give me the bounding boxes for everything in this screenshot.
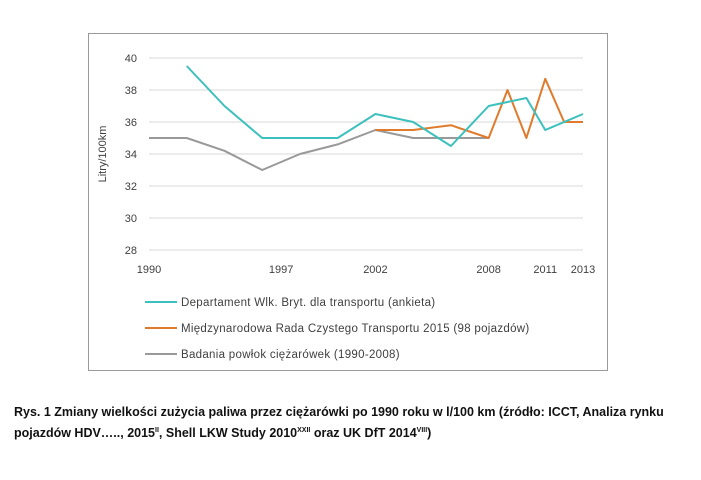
y-tick-label: 38 — [125, 85, 137, 97]
caption-text-4: ) — [427, 426, 432, 440]
y-tick-label: 34 — [125, 149, 137, 161]
caption-sup-2: XXII — [297, 427, 311, 434]
caption-sup-3: VIII — [416, 427, 428, 434]
y-tick-label: 28 — [125, 245, 137, 257]
legend-label: Departament Wlk. Bryt. dla transportu (a… — [181, 297, 435, 309]
y-tick-label: 40 — [125, 53, 137, 65]
y-tick-label: 30 — [125, 213, 137, 225]
y-axis-label: Litry/100km — [97, 126, 109, 183]
x-tick-label: 2002 — [363, 264, 387, 276]
x-tick-label: 2011 — [533, 264, 557, 276]
caption-text-2: , Shell LKW Study 2010 — [158, 426, 298, 440]
caption-text-1: Rys. 1 Zmiany wielkości zużycia paliwa p… — [14, 405, 664, 440]
chart-area: 28 30 32 34 36 38 40 1990 1997 2002 2008 2011 2013 Li… — [88, 33, 608, 371]
caption-text-3: oraz UK DfT 2014 — [310, 426, 417, 440]
series-line — [149, 129, 489, 171]
x-tick-label: 1990 — [137, 264, 161, 276]
line-chart: 28 30 32 34 36 38 40 1990 1997 2002 2008 2011 2013 Li… — [97, 53, 595, 361]
x-tick-label: 1997 — [269, 264, 293, 276]
figure-caption: Rys. 1 Zmiany wielkości zużycia paliwa p… — [14, 402, 694, 444]
series-line — [375, 77, 583, 139]
y-tick-label: 36 — [125, 117, 137, 129]
x-tick-label: 2013 — [571, 264, 595, 276]
legend-label: Międzynarodowa Rada Czystego Transportu … — [181, 323, 530, 335]
caption-sup-1: II — [155, 427, 159, 434]
series-line — [186, 65, 584, 147]
legend-label: Badania powłok ciężarówek (1990-2008) — [181, 349, 400, 361]
y-tick-label: 32 — [125, 181, 137, 193]
x-tick-label: 2008 — [476, 264, 500, 276]
